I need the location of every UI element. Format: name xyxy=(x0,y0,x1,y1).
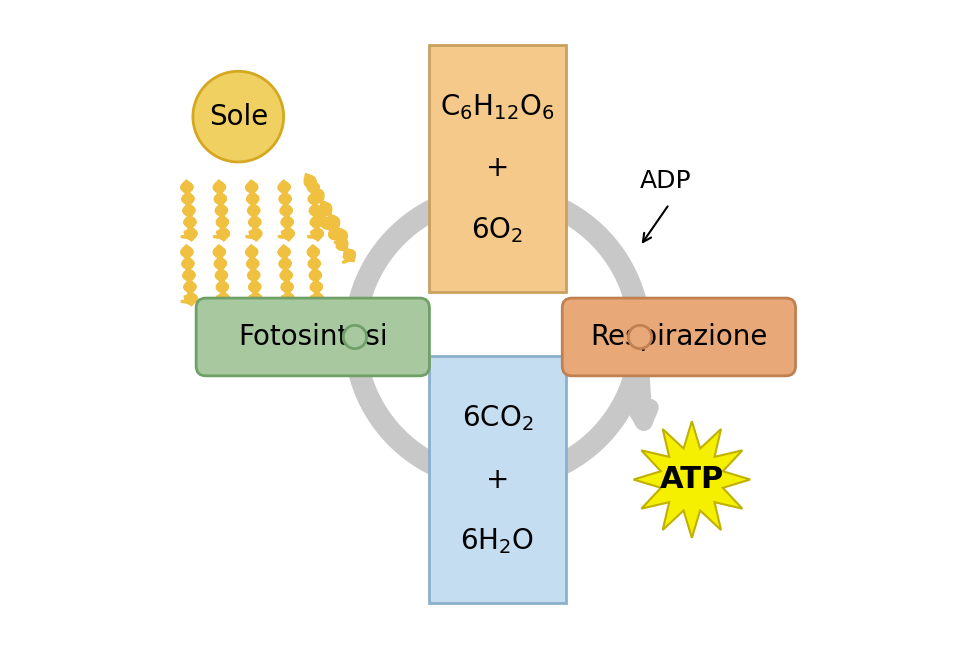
Text: ADP: ADP xyxy=(641,169,692,194)
Circle shape xyxy=(193,71,284,162)
Circle shape xyxy=(343,325,366,349)
Text: ATP: ATP xyxy=(660,465,724,494)
Text: Sole: Sole xyxy=(208,102,267,131)
Text: $\mathregular{6CO_2}$: $\mathregular{6CO_2}$ xyxy=(461,403,533,433)
Text: Respirazione: Respirazione xyxy=(590,323,767,351)
Text: $\mathregular{6H_2O}$: $\mathregular{6H_2O}$ xyxy=(460,526,535,556)
FancyBboxPatch shape xyxy=(196,298,429,376)
Text: +: + xyxy=(485,465,509,494)
FancyBboxPatch shape xyxy=(429,356,566,603)
FancyBboxPatch shape xyxy=(429,45,566,292)
Text: Fotosintesi: Fotosintesi xyxy=(238,323,388,351)
FancyBboxPatch shape xyxy=(562,298,796,376)
Text: $\mathregular{C_6H_{12}O_6}$: $\mathregular{C_6H_{12}O_6}$ xyxy=(440,92,555,122)
Text: $\mathregular{6O_2}$: $\mathregular{6O_2}$ xyxy=(471,215,523,245)
Text: +: + xyxy=(485,154,509,183)
Polygon shape xyxy=(634,421,750,538)
Circle shape xyxy=(628,325,652,349)
